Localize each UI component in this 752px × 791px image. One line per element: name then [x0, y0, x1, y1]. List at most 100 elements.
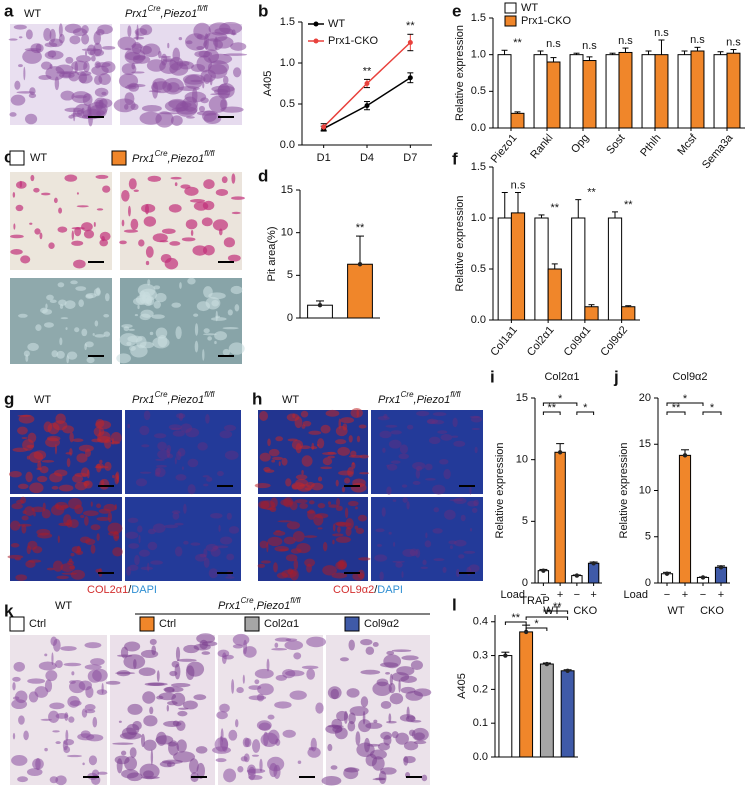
texture [299, 445, 311, 450]
texture [157, 449, 171, 460]
texture [354, 525, 359, 530]
texture [334, 521, 347, 526]
texture [51, 652, 54, 666]
texture [16, 499, 25, 505]
texture [43, 27, 52, 42]
texture [274, 545, 289, 552]
texture [330, 765, 338, 770]
x-tick-label: + [682, 589, 688, 601]
texture [425, 532, 428, 539]
texture [150, 749, 154, 765]
texture [442, 566, 447, 574]
texture [469, 415, 481, 419]
gene-text: ,Piezo1 [254, 600, 291, 612]
point [718, 565, 724, 570]
texture [193, 201, 209, 211]
panel-letter: a [4, 1, 14, 20]
texture [45, 437, 61, 448]
texture [198, 50, 211, 58]
texture [58, 23, 63, 37]
texture [104, 293, 110, 302]
x-tick-label: Col9α2 [598, 324, 630, 359]
texture [64, 712, 69, 721]
texture [13, 661, 25, 672]
texture [66, 457, 71, 468]
texture [189, 758, 199, 774]
texture [293, 652, 302, 660]
texture [170, 176, 182, 180]
texture [203, 38, 224, 51]
y-tick-label: 15 [639, 438, 651, 450]
texture [103, 313, 110, 318]
stain-caption: COL2α1/DAPI [87, 584, 157, 596]
texture [325, 409, 340, 417]
texture [372, 642, 379, 647]
texture [76, 453, 88, 463]
texture [455, 568, 460, 578]
texture [81, 222, 93, 232]
texture [168, 83, 172, 90]
texture [149, 638, 157, 645]
legend-label: Col2α1 [264, 618, 299, 630]
texture [149, 706, 154, 715]
texture [266, 541, 269, 553]
texture [49, 702, 65, 710]
texture [94, 87, 109, 98]
texture [231, 211, 241, 215]
point [664, 571, 670, 576]
texture [433, 507, 440, 513]
y-tick-label: 1.0 [280, 57, 295, 69]
texture [127, 703, 143, 715]
texture [227, 254, 241, 262]
texture [254, 482, 271, 489]
annotation: ** [587, 187, 596, 199]
panel-letter: i [490, 367, 495, 386]
texture [212, 545, 219, 550]
texture [112, 474, 115, 479]
y-axis-label: Relative expression [454, 25, 466, 121]
texture [54, 443, 58, 455]
texture [40, 192, 51, 196]
texture [18, 715, 25, 725]
texture [192, 245, 208, 256]
texture [308, 430, 322, 435]
texture [90, 544, 96, 554]
texture [51, 350, 59, 358]
texture [388, 531, 392, 535]
bar [498, 655, 513, 758]
texture [21, 515, 29, 521]
micrograph [10, 172, 112, 270]
texture [143, 410, 151, 421]
texture [196, 633, 215, 644]
texture [273, 562, 278, 573]
superscript: fl/fl [204, 149, 214, 158]
texture [267, 438, 271, 447]
texture [95, 174, 109, 179]
x-tick-label: + [590, 589, 596, 601]
texture [66, 754, 83, 758]
texture [221, 737, 229, 752]
texture [130, 344, 148, 358]
texture [153, 433, 167, 439]
texture [162, 77, 184, 95]
texture [26, 768, 43, 777]
texture [101, 480, 105, 486]
texture [469, 485, 472, 495]
bar [641, 54, 656, 129]
gene-text: Prx1 [132, 394, 155, 406]
texture [124, 85, 137, 90]
texture [306, 668, 316, 680]
texture [64, 23, 82, 34]
texture [114, 755, 130, 765]
texture [81, 48, 101, 52]
texture [340, 417, 355, 424]
texture [281, 457, 288, 466]
texture [335, 479, 339, 487]
y-tick-label: 0.0 [280, 139, 295, 151]
texture [202, 475, 210, 478]
texture [78, 444, 94, 452]
texture [68, 498, 82, 510]
texture [70, 280, 78, 285]
texture [184, 186, 199, 196]
texture [33, 187, 40, 193]
